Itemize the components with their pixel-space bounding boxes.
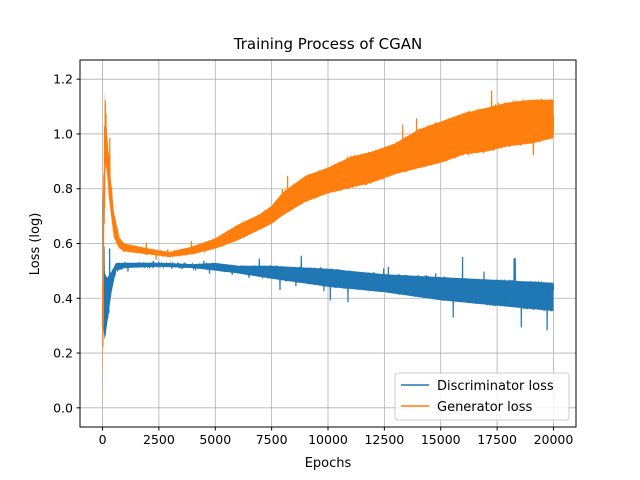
x-tick-label: 2500 [143, 432, 175, 447]
x-tick-label: 7500 [256, 432, 288, 447]
generator-loss-line [101, 90, 555, 348]
y-axis-label: Loss (log) [28, 213, 43, 276]
y-tick-label: 1.2 [53, 72, 73, 87]
legend-label-generator: Generator loss [437, 400, 532, 415]
x-tick-label: 17500 [477, 432, 517, 447]
x-tick-label: 0 [99, 432, 107, 447]
x-tick-label: 20000 [534, 432, 574, 447]
series-layer [101, 90, 555, 405]
x-tick-label: 5000 [199, 432, 231, 447]
chart-title: Training Process of CGAN [233, 35, 422, 53]
y-tick-label: 0.8 [53, 181, 73, 196]
discriminator-loss-line [101, 233, 555, 337]
y-tick-label: 0.6 [53, 236, 73, 251]
legend-label-discriminator: Discriminator loss [437, 379, 554, 394]
x-tick-label: 12500 [364, 432, 404, 447]
y-tick-label: 1.0 [53, 126, 73, 141]
y-tick-label: 0.4 [53, 291, 73, 306]
x-tick-label: 15000 [421, 432, 461, 447]
x-tick-label: 10000 [308, 432, 348, 447]
y-tick-label: 0.0 [53, 400, 73, 415]
x-axis-label: Epochs [305, 456, 352, 471]
ticks: 0 2500 5000 7500 10000 12500 15000 17500 20000 0.… [53, 72, 573, 447]
legend: Discriminator loss Generator loss [394, 372, 570, 421]
y-tick-label: 0.2 [53, 346, 73, 361]
